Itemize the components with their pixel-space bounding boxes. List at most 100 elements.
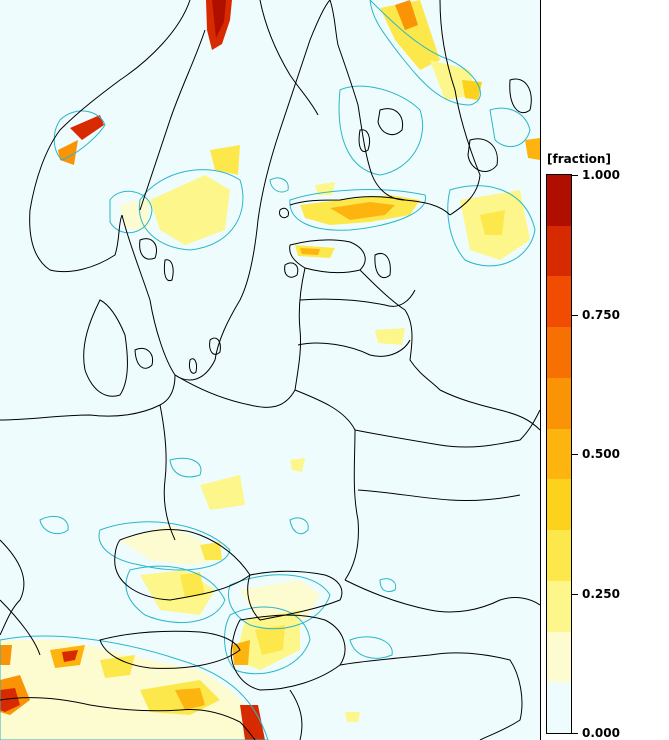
- colorbar-band: [547, 225, 571, 277]
- contour-line: [489, 107, 531, 148]
- field-patch-mid: [300, 248, 320, 255]
- field-patch-high: [70, 115, 104, 140]
- colorbar-band: [547, 326, 571, 378]
- coastline-finland-south: [289, 196, 451, 216]
- coastline-germany-north: [0, 374, 176, 421]
- colorbar-tick: [572, 594, 578, 595]
- contour-line: [369, 0, 481, 106]
- colorbar-tick-label: 0.500: [582, 447, 620, 461]
- contour-line: [349, 636, 393, 659]
- island-saaremaa: [284, 262, 299, 278]
- border-finland-russia: [439, 0, 481, 216]
- contour-line: [227, 574, 331, 630]
- contour-line: [379, 578, 397, 593]
- border-latvia: [299, 289, 416, 307]
- colorbar-band: [547, 478, 571, 531]
- field-patch-mid: [58, 140, 78, 165]
- colorbar-band: [547, 529, 571, 581]
- field-patch-low: [290, 458, 305, 472]
- colorbar-band: [547, 681, 571, 733]
- border-hungary: [230, 614, 346, 691]
- contour-line: [169, 457, 202, 478]
- border-alps-south: [0, 697, 256, 740]
- contour-line: [289, 517, 309, 535]
- field-patch-max: [212, 0, 226, 38]
- field-patch-low: [200, 475, 245, 510]
- colorbar-tick-label: 0.000: [582, 726, 620, 740]
- field-patch-low: [375, 328, 405, 345]
- border-romania: [339, 652, 523, 740]
- field-patch-mid: [380, 0, 440, 70]
- border-russia-interior: [439, 389, 540, 431]
- field-patch-high: [175, 688, 205, 710]
- field-patch-mid: [100, 655, 135, 678]
- border-belarus-south: [357, 489, 521, 502]
- contour-line: [98, 521, 231, 571]
- border-sweden-finland: [259, 0, 319, 116]
- coastline-zealand: [134, 347, 154, 369]
- field-patch-mid: [462, 80, 482, 100]
- contour-line: [224, 606, 311, 675]
- coastline-poland: [174, 374, 296, 408]
- border-lithuania: [297, 339, 411, 357]
- lake-peipus: [374, 253, 391, 279]
- field-patch-low: [150, 175, 230, 245]
- contour-line: [125, 565, 226, 624]
- island-aland: [279, 207, 289, 219]
- colorbar: [546, 174, 572, 734]
- lake-onega: [509, 78, 532, 114]
- colorbar-tick-label: 0.750: [582, 308, 620, 322]
- border-west: [0, 539, 25, 636]
- field-patch-max: [240, 705, 265, 740]
- border-austria: [99, 630, 241, 669]
- field-patch-high: [330, 202, 395, 220]
- colorbar-band: [547, 428, 571, 480]
- lake-paijanne: [358, 129, 371, 153]
- lake-saimaa: [377, 108, 404, 135]
- colorbar-band: [547, 580, 571, 632]
- colorbar-band: [547, 174, 571, 226]
- colorbar-band: [547, 377, 571, 429]
- lake-ladoga: [467, 138, 498, 173]
- field-patch-mid: [525, 138, 540, 160]
- legend-title: [fraction]: [547, 152, 611, 166]
- lake-vattern: [163, 259, 174, 282]
- country-borders: [0, 0, 540, 740]
- island-oland: [189, 358, 197, 374]
- border-baltics-russia: [359, 269, 441, 391]
- field-patch-mid: [180, 572, 205, 598]
- field-patch-low: [200, 542, 222, 560]
- coastline-norway: [29, 0, 191, 273]
- contour-line: [53, 110, 106, 161]
- field-patch-high: [395, 0, 418, 30]
- border-poland-east: [294, 389, 359, 581]
- map-canvas: [0, 0, 540, 740]
- coastline-sweden: [121, 0, 331, 381]
- colorbar-tick: [572, 315, 578, 316]
- colorbar-tick: [572, 454, 578, 455]
- border-czech: [114, 529, 251, 601]
- island-gotland: [209, 337, 221, 355]
- field-patch-high: [62, 650, 78, 662]
- contour-line: [39, 515, 69, 535]
- field-patch-high: [232, 640, 250, 665]
- coastline-baltics: [294, 267, 306, 391]
- border-ukraine-south: [344, 579, 540, 613]
- field-patches: [0, 0, 540, 740]
- contour-line: [269, 177, 289, 193]
- colorbar-tick-label: 1.000: [582, 168, 620, 182]
- field-patch-mid: [210, 145, 240, 175]
- border-poland-germany: [159, 404, 176, 541]
- contour-lines: [0, 0, 536, 740]
- border-belarus: [354, 409, 540, 448]
- colorbar-band: [547, 275, 571, 328]
- border-france-germany: [0, 599, 41, 656]
- colorbar-tick: [572, 175, 578, 176]
- colorbar-band: [547, 631, 571, 683]
- field-patch-mid: [255, 625, 285, 655]
- border-norway-sweden: [139, 29, 206, 211]
- lake-vanern: [139, 238, 157, 260]
- contour-line: [447, 185, 536, 267]
- border-slovakia: [247, 570, 343, 621]
- contour-line: [109, 190, 153, 234]
